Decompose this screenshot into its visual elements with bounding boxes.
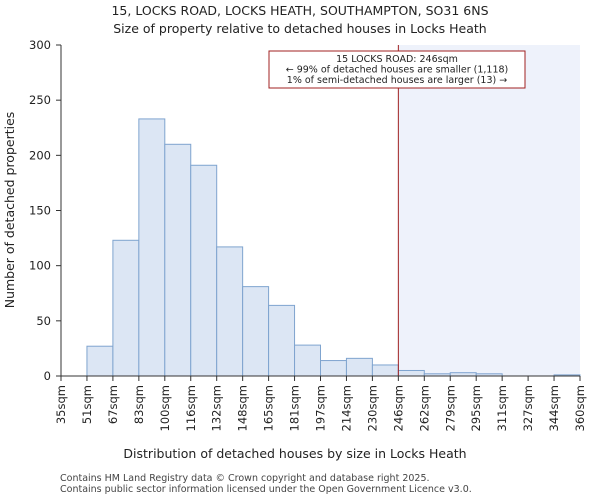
annotation-line-3: 1% of semi-detached houses are larger (1… xyxy=(287,75,507,86)
x-tick-label: 116sqm xyxy=(184,385,198,431)
y-axis-label: Number of detached properties xyxy=(2,112,17,309)
x-tick-label: 181sqm xyxy=(288,385,302,431)
annotation-border xyxy=(268,50,526,89)
y-tick-label: 50 xyxy=(36,314,51,328)
x-tick-label: 132sqm xyxy=(210,385,224,431)
x-tick-label: 230sqm xyxy=(365,385,379,431)
x-tick-label: 83sqm xyxy=(132,385,146,424)
y-tick-label: 150 xyxy=(29,204,51,218)
x-tick-label: 100sqm xyxy=(158,385,172,431)
highlight-region xyxy=(398,45,580,376)
y-tick-label: 200 xyxy=(29,148,51,162)
footer-line-2: Contains public sector information licen… xyxy=(60,484,472,495)
x-tick-label: 279sqm xyxy=(443,385,457,431)
chart-subtitle: Size of property relative to detached ho… xyxy=(113,21,486,36)
x-tick-label: 35sqm xyxy=(54,385,68,424)
bar-67sqm xyxy=(112,239,140,377)
bar-100sqm xyxy=(164,143,192,377)
x-tick-label: 344sqm xyxy=(547,385,561,431)
x-tick-label: 262sqm xyxy=(417,385,431,431)
bars-group xyxy=(86,118,581,377)
annotation-box: 15 LOCKS ROAD: 246sqm ← 99% of detached … xyxy=(268,50,526,89)
x-tick-label: 148sqm xyxy=(236,385,250,431)
bar-51sqm xyxy=(86,345,114,377)
bar-165sqm xyxy=(268,304,296,377)
x-tick-label: 197sqm xyxy=(314,385,328,431)
annotation-line-1: 15 LOCKS ROAD: 246sqm xyxy=(336,54,458,65)
y-tick-label: 100 xyxy=(29,259,51,273)
x-tick-label: 295sqm xyxy=(469,385,483,431)
bar-83sqm xyxy=(138,118,166,377)
x-tick-label: 246sqm xyxy=(391,385,405,431)
x-tick-label: 327sqm xyxy=(521,385,535,431)
bar-132sqm xyxy=(216,246,244,377)
bar-246sqm xyxy=(397,369,425,377)
bar-181sqm xyxy=(294,344,321,377)
chart-title: 15, LOCKS ROAD, LOCKS HEATH, SOUTHAMPTON… xyxy=(111,3,488,18)
y-tick-label: 0 xyxy=(44,369,51,383)
annotation-line-2: ← 99% of detached houses are smaller (1,… xyxy=(286,65,509,76)
y-tick-label: 300 xyxy=(29,38,51,52)
x-axis-label: Distribution of detached houses by size … xyxy=(123,446,466,461)
y-ticks: 0 50 100 150 200 250 300 xyxy=(29,38,61,383)
x-ticks: 35sqm 51sqm 67sqm 83sqm 100sqm 116sqm 132sqm 14… xyxy=(54,376,587,431)
bar-116sqm xyxy=(190,164,218,377)
x-tick-label: 360sqm xyxy=(573,385,587,431)
bar-197sqm xyxy=(320,360,347,377)
bar-148sqm xyxy=(242,286,270,377)
x-tick-label: 311sqm xyxy=(495,385,509,431)
bar-214sqm xyxy=(345,357,373,377)
footer-line-1: Contains HM Land Registry data © Crown c… xyxy=(60,473,430,484)
y-tick-label: 250 xyxy=(29,93,51,107)
x-tick-label: 214sqm xyxy=(339,385,353,431)
bar-230sqm xyxy=(371,364,399,377)
x-tick-label: 51sqm xyxy=(80,385,94,424)
x-tick-label: 165sqm xyxy=(262,385,276,431)
x-tick-label: 67sqm xyxy=(106,385,120,424)
